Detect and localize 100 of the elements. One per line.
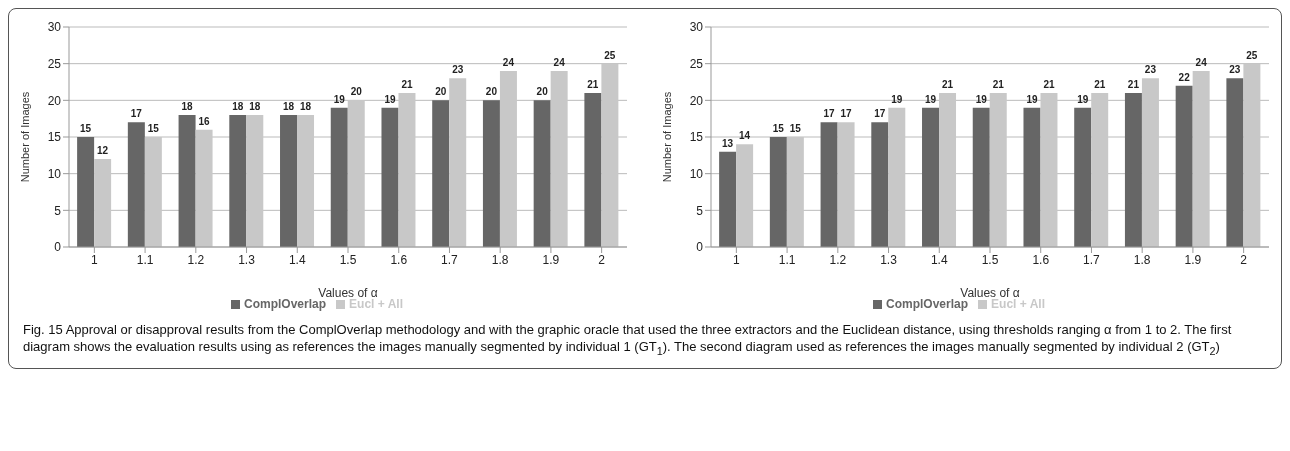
bar <box>297 115 315 247</box>
bar <box>1091 93 1109 247</box>
x-tick-label: 1.1 <box>778 252 796 267</box>
data-label: 20 <box>435 86 447 98</box>
x-tick-label: 1.4 <box>930 252 948 267</box>
data-label: 18 <box>232 101 244 112</box>
x-tick-label: 1.6 <box>1032 252 1050 267</box>
bar <box>584 93 602 247</box>
data-label: 19 <box>1077 93 1089 105</box>
y-tick-label: 20 <box>689 93 704 108</box>
x-tick-label: 1.5 <box>981 252 999 267</box>
bar <box>871 122 889 247</box>
data-label: 21 <box>992 79 1005 90</box>
caption: Fig. 15 Approval or disapproval results from the ComplOverlap methodology and with the graphic oracle that used the three extractors and the Euclidean distance, using thresholds ranging α from 1 to 2. The first diagram shows the evaluation results using as references the images manually segmented by individual 1 (GT$_{1}$). The second diagram used as references the images manually segmented by individual 2 (GT$_{2}$) <box>22 321 1233 359</box>
data-label: 19 <box>1026 93 1038 105</box>
x-tick-label: 1.9 <box>542 252 560 267</box>
bar <box>229 115 247 247</box>
bar <box>280 115 298 247</box>
bar <box>127 122 145 247</box>
y-tick-label: 0 <box>54 240 62 255</box>
data-label: 21 <box>401 79 413 90</box>
bar <box>330 107 348 247</box>
legend-label: ComplOverlap <box>244 297 327 311</box>
data-label: 23 <box>1229 64 1241 76</box>
data-label: 24 <box>502 57 515 68</box>
y-tick-label: 20 <box>47 93 62 108</box>
x-tick-label: 1.4 <box>288 252 306 267</box>
x-tick-label: 2 <box>1240 252 1248 267</box>
x-tick-label: 1 <box>91 252 99 267</box>
bar <box>1040 93 1058 247</box>
data-label: 19 <box>384 93 396 105</box>
bar <box>837 122 855 247</box>
data-label: 21 <box>1094 79 1106 90</box>
data-label: 21 <box>1127 79 1140 90</box>
bar <box>1243 63 1261 247</box>
data-label: 15 <box>147 123 160 134</box>
x-tick-label: 1.2 <box>829 252 847 267</box>
bar <box>769 137 787 247</box>
data-label: 25 <box>604 49 616 61</box>
x-tick-label: 1.6 <box>390 252 408 267</box>
bar <box>1175 85 1193 247</box>
bar <box>449 78 467 247</box>
data-label: 21 <box>1043 79 1055 90</box>
data-label: 22 <box>1178 71 1191 83</box>
x-tick-label: 1 <box>733 252 741 267</box>
data-label: 23 <box>452 64 464 76</box>
bar <box>347 100 365 247</box>
legend-label: ComplOverlap <box>886 297 969 311</box>
x-tick-label: 1.3 <box>880 252 898 267</box>
bar <box>178 115 196 247</box>
bar <box>246 115 264 247</box>
data-label: 12 <box>97 145 109 156</box>
bar <box>601 63 619 247</box>
y-tick-label: 25 <box>689 56 704 71</box>
x-axis-title: Values of α <box>318 286 378 300</box>
data-label: 20 <box>350 86 363 98</box>
data-label: 17 <box>823 108 836 120</box>
bar <box>1023 107 1041 247</box>
data-label: 19 <box>975 93 988 105</box>
x-tick-label: 1.2 <box>187 252 205 267</box>
y-tick-label: 30 <box>689 20 704 35</box>
bar <box>144 137 162 247</box>
data-label: 20 <box>536 86 549 98</box>
y-tick-label: 5 <box>696 203 704 218</box>
x-tick-label: 2 <box>598 252 606 267</box>
bar <box>1226 78 1244 247</box>
data-label: 21 <box>941 79 954 90</box>
bar <box>820 122 838 247</box>
y-tick-label: 10 <box>689 166 704 181</box>
data-label: 18 <box>299 101 312 112</box>
bar <box>1074 107 1092 247</box>
bar <box>736 144 754 247</box>
bar <box>786 137 804 247</box>
bar <box>989 93 1007 247</box>
bar <box>94 159 112 247</box>
bar <box>432 100 450 247</box>
data-label: 15 <box>80 123 92 134</box>
data-label: 25 <box>1246 49 1258 61</box>
data-label: 19 <box>333 93 346 105</box>
y-axis-title: Number of Images <box>18 91 31 183</box>
bar <box>533 100 551 247</box>
y-tick-label: 5 <box>54 203 62 218</box>
bar <box>1124 93 1142 247</box>
data-label: 19 <box>891 93 903 105</box>
bar <box>381 107 399 247</box>
x-tick-label: 1.3 <box>238 252 256 267</box>
data-label: 16 <box>198 115 211 127</box>
data-label: 19 <box>924 93 937 105</box>
bar <box>888 107 906 247</box>
y-tick-label: 15 <box>689 130 704 145</box>
data-label: 23 <box>1144 64 1157 76</box>
x-tick-label: 1.8 <box>491 252 509 267</box>
x-axis-title: Values of α <box>960 286 1020 300</box>
data-label: 21 <box>587 79 599 90</box>
x-tick-label: 1.1 <box>136 252 154 267</box>
bar <box>482 100 500 247</box>
x-tick-label: 1.9 <box>1184 252 1202 267</box>
data-label: 17 <box>874 108 886 120</box>
data-label: 15 <box>789 123 802 134</box>
bar <box>77 137 95 247</box>
